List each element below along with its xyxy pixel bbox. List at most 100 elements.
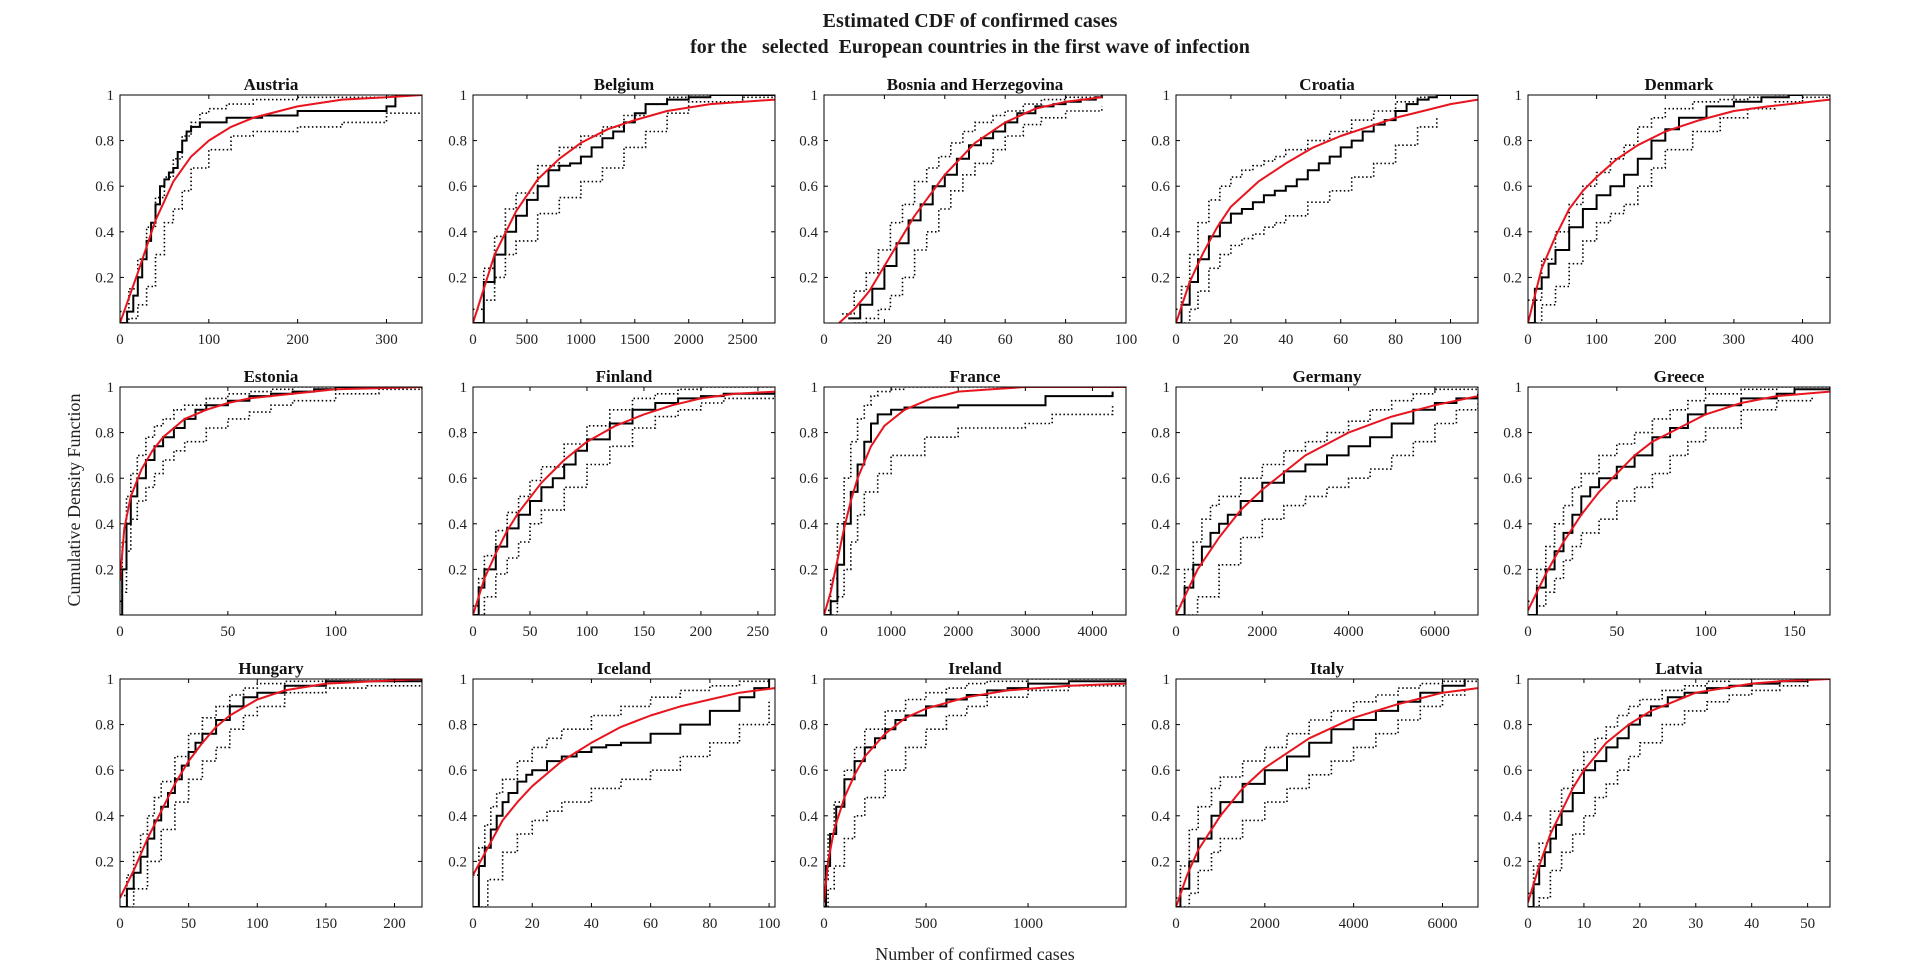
panel-france: France 0.2 0.4 0.6 0.8 1 0 1000 2000 3000 4000 bbox=[799, 367, 1127, 640]
y-tick-label: 0.4 bbox=[448, 517, 467, 533]
panel-ireland: Ireland 0.2 0.4 0.6 0.8 1 0 500 1000 bbox=[799, 659, 1127, 932]
axes-box bbox=[823, 678, 1127, 908]
x-tick-label: 150 bbox=[1783, 624, 1806, 640]
y-tick-label: 0.2 bbox=[799, 562, 818, 578]
empirical-cdf-line bbox=[824, 391, 1114, 615]
x-tick-label: 200 bbox=[383, 916, 406, 932]
lower-confidence-bound bbox=[854, 106, 1103, 323]
x-tick-label: 50 bbox=[522, 624, 537, 640]
y-tick-label: 0.2 bbox=[1503, 562, 1522, 578]
x-tick-label: 4000 bbox=[1334, 624, 1364, 640]
x-tick-label: 3000 bbox=[1010, 624, 1040, 640]
y-tick-label: 1 bbox=[460, 380, 468, 396]
x-tick-label: 60 bbox=[1333, 332, 1348, 348]
y-tick-label: 0.4 bbox=[799, 809, 818, 825]
upper-confidence-bound bbox=[1176, 679, 1478, 899]
fitted-cdf-line bbox=[1176, 687, 1478, 907]
x-tick-label: 0 bbox=[1172, 916, 1180, 932]
y-tick-label: 0.8 bbox=[95, 718, 114, 734]
x-tick-label: 250 bbox=[747, 624, 770, 640]
fitted-cdf-line bbox=[120, 387, 422, 581]
empirical-cdf-line bbox=[473, 95, 775, 323]
x-tick-label: 0 bbox=[116, 916, 124, 932]
y-tick-label: 0.4 bbox=[448, 225, 467, 241]
panel-italy: Italy 0.2 0.4 0.6 0.8 1 0 2000 4000 6000 bbox=[1151, 659, 1479, 932]
lower-confidence-bound bbox=[1528, 683, 1809, 907]
x-tick-label: 100 bbox=[1585, 332, 1608, 348]
axes-box bbox=[1175, 678, 1479, 908]
x-tick-label: 1000 bbox=[566, 332, 596, 348]
axes-box bbox=[472, 94, 776, 324]
y-tick-label: 0.6 bbox=[1503, 471, 1522, 487]
y-tick-label: 0.6 bbox=[95, 763, 114, 779]
panel-title: Latvia bbox=[1655, 659, 1703, 678]
y-tick-label: 0.2 bbox=[95, 562, 114, 578]
y-tick-label: 0.4 bbox=[95, 517, 114, 533]
x-tick-label: 80 bbox=[1388, 332, 1403, 348]
panel-hungary: Hungary 0.2 0.4 0.6 0.8 1 0 50 100 150 200 bbox=[95, 659, 423, 932]
upper-confidence-bound bbox=[824, 387, 1126, 612]
x-tick-label: 2000 bbox=[943, 624, 973, 640]
axes-box bbox=[1175, 94, 1479, 324]
x-tick-label: 0 bbox=[469, 624, 477, 640]
y-tick-label: 0.6 bbox=[1151, 179, 1170, 195]
x-tick-label: 20 bbox=[1223, 332, 1238, 348]
upper-confidence-bound bbox=[473, 95, 775, 311]
y-tick-label: 0.6 bbox=[1503, 179, 1522, 195]
x-tick-label: 4000 bbox=[1339, 916, 1369, 932]
y-tick-label: 1 bbox=[1515, 88, 1523, 104]
lower-confidence-bound bbox=[1176, 117, 1438, 323]
upper-confidence-bound bbox=[473, 387, 775, 607]
x-tick-label: 0 bbox=[1524, 332, 1532, 348]
x-tick-label: 50 bbox=[181, 916, 196, 932]
empirical-cdf-line bbox=[824, 679, 1126, 907]
empirical-cdf-line bbox=[848, 95, 1103, 320]
x-tick-label: 1000 bbox=[1013, 916, 1043, 932]
fitted-cdf-line bbox=[1528, 390, 1830, 611]
x-tick-label: 100 bbox=[1115, 332, 1138, 348]
x-tick-label: 20 bbox=[525, 916, 540, 932]
fitted-cdf-line bbox=[1528, 679, 1830, 903]
axes-box bbox=[823, 94, 1127, 324]
x-tick-label: 2000 bbox=[674, 332, 704, 348]
lower-confidence-bound bbox=[120, 685, 422, 907]
axes-box bbox=[1175, 386, 1479, 616]
x-tick-label: 6000 bbox=[1427, 916, 1457, 932]
x-tick-label: 40 bbox=[1744, 916, 1759, 932]
panel-title: Croatia bbox=[1299, 75, 1355, 94]
upper-confidence-bound bbox=[842, 95, 1103, 315]
x-tick-label: 500 bbox=[516, 332, 539, 348]
panel-title: Finland bbox=[596, 367, 653, 386]
y-tick-label: 1 bbox=[811, 88, 819, 104]
y-tick-label: 0.4 bbox=[1503, 809, 1522, 825]
fitted-cdf-line bbox=[120, 679, 422, 899]
y-tick-label: 0.8 bbox=[1503, 718, 1522, 734]
x-tick-label: 0 bbox=[1172, 624, 1180, 640]
empirical-cdf-line bbox=[1528, 95, 1803, 323]
lower-confidence-bound bbox=[824, 683, 1126, 907]
y-tick-label: 1 bbox=[1163, 672, 1171, 688]
upper-confidence-bound bbox=[120, 387, 422, 603]
x-tick-label: 400 bbox=[1791, 332, 1814, 348]
upper-confidence-bound bbox=[1528, 387, 1830, 603]
x-tick-label: 0 bbox=[820, 916, 828, 932]
x-tick-label: 0 bbox=[820, 332, 828, 348]
panel-title: Germany bbox=[1293, 367, 1362, 386]
panel-title: Belgium bbox=[594, 75, 654, 94]
y-tick-label: 0.6 bbox=[448, 179, 467, 195]
y-tick-label: 0.8 bbox=[1503, 426, 1522, 442]
y-tick-label: 0.6 bbox=[1151, 471, 1170, 487]
y-tick-label: 0.2 bbox=[799, 854, 818, 870]
y-tick-label: 0.6 bbox=[799, 763, 818, 779]
lower-confidence-bound bbox=[1176, 688, 1466, 907]
x-tick-label: 0 bbox=[1524, 916, 1532, 932]
fitted-cdf-line bbox=[120, 95, 422, 323]
lower-confidence-bound bbox=[473, 701, 770, 907]
x-tick-label: 40 bbox=[937, 332, 952, 348]
x-tick-label: 20 bbox=[877, 332, 892, 348]
panel-title: Greece bbox=[1654, 367, 1705, 386]
y-tick-label: 0.2 bbox=[1151, 270, 1170, 286]
empirical-cdf-line bbox=[120, 679, 422, 907]
panel-title: Ireland bbox=[948, 659, 1002, 678]
x-tick-label: 300 bbox=[1723, 332, 1746, 348]
